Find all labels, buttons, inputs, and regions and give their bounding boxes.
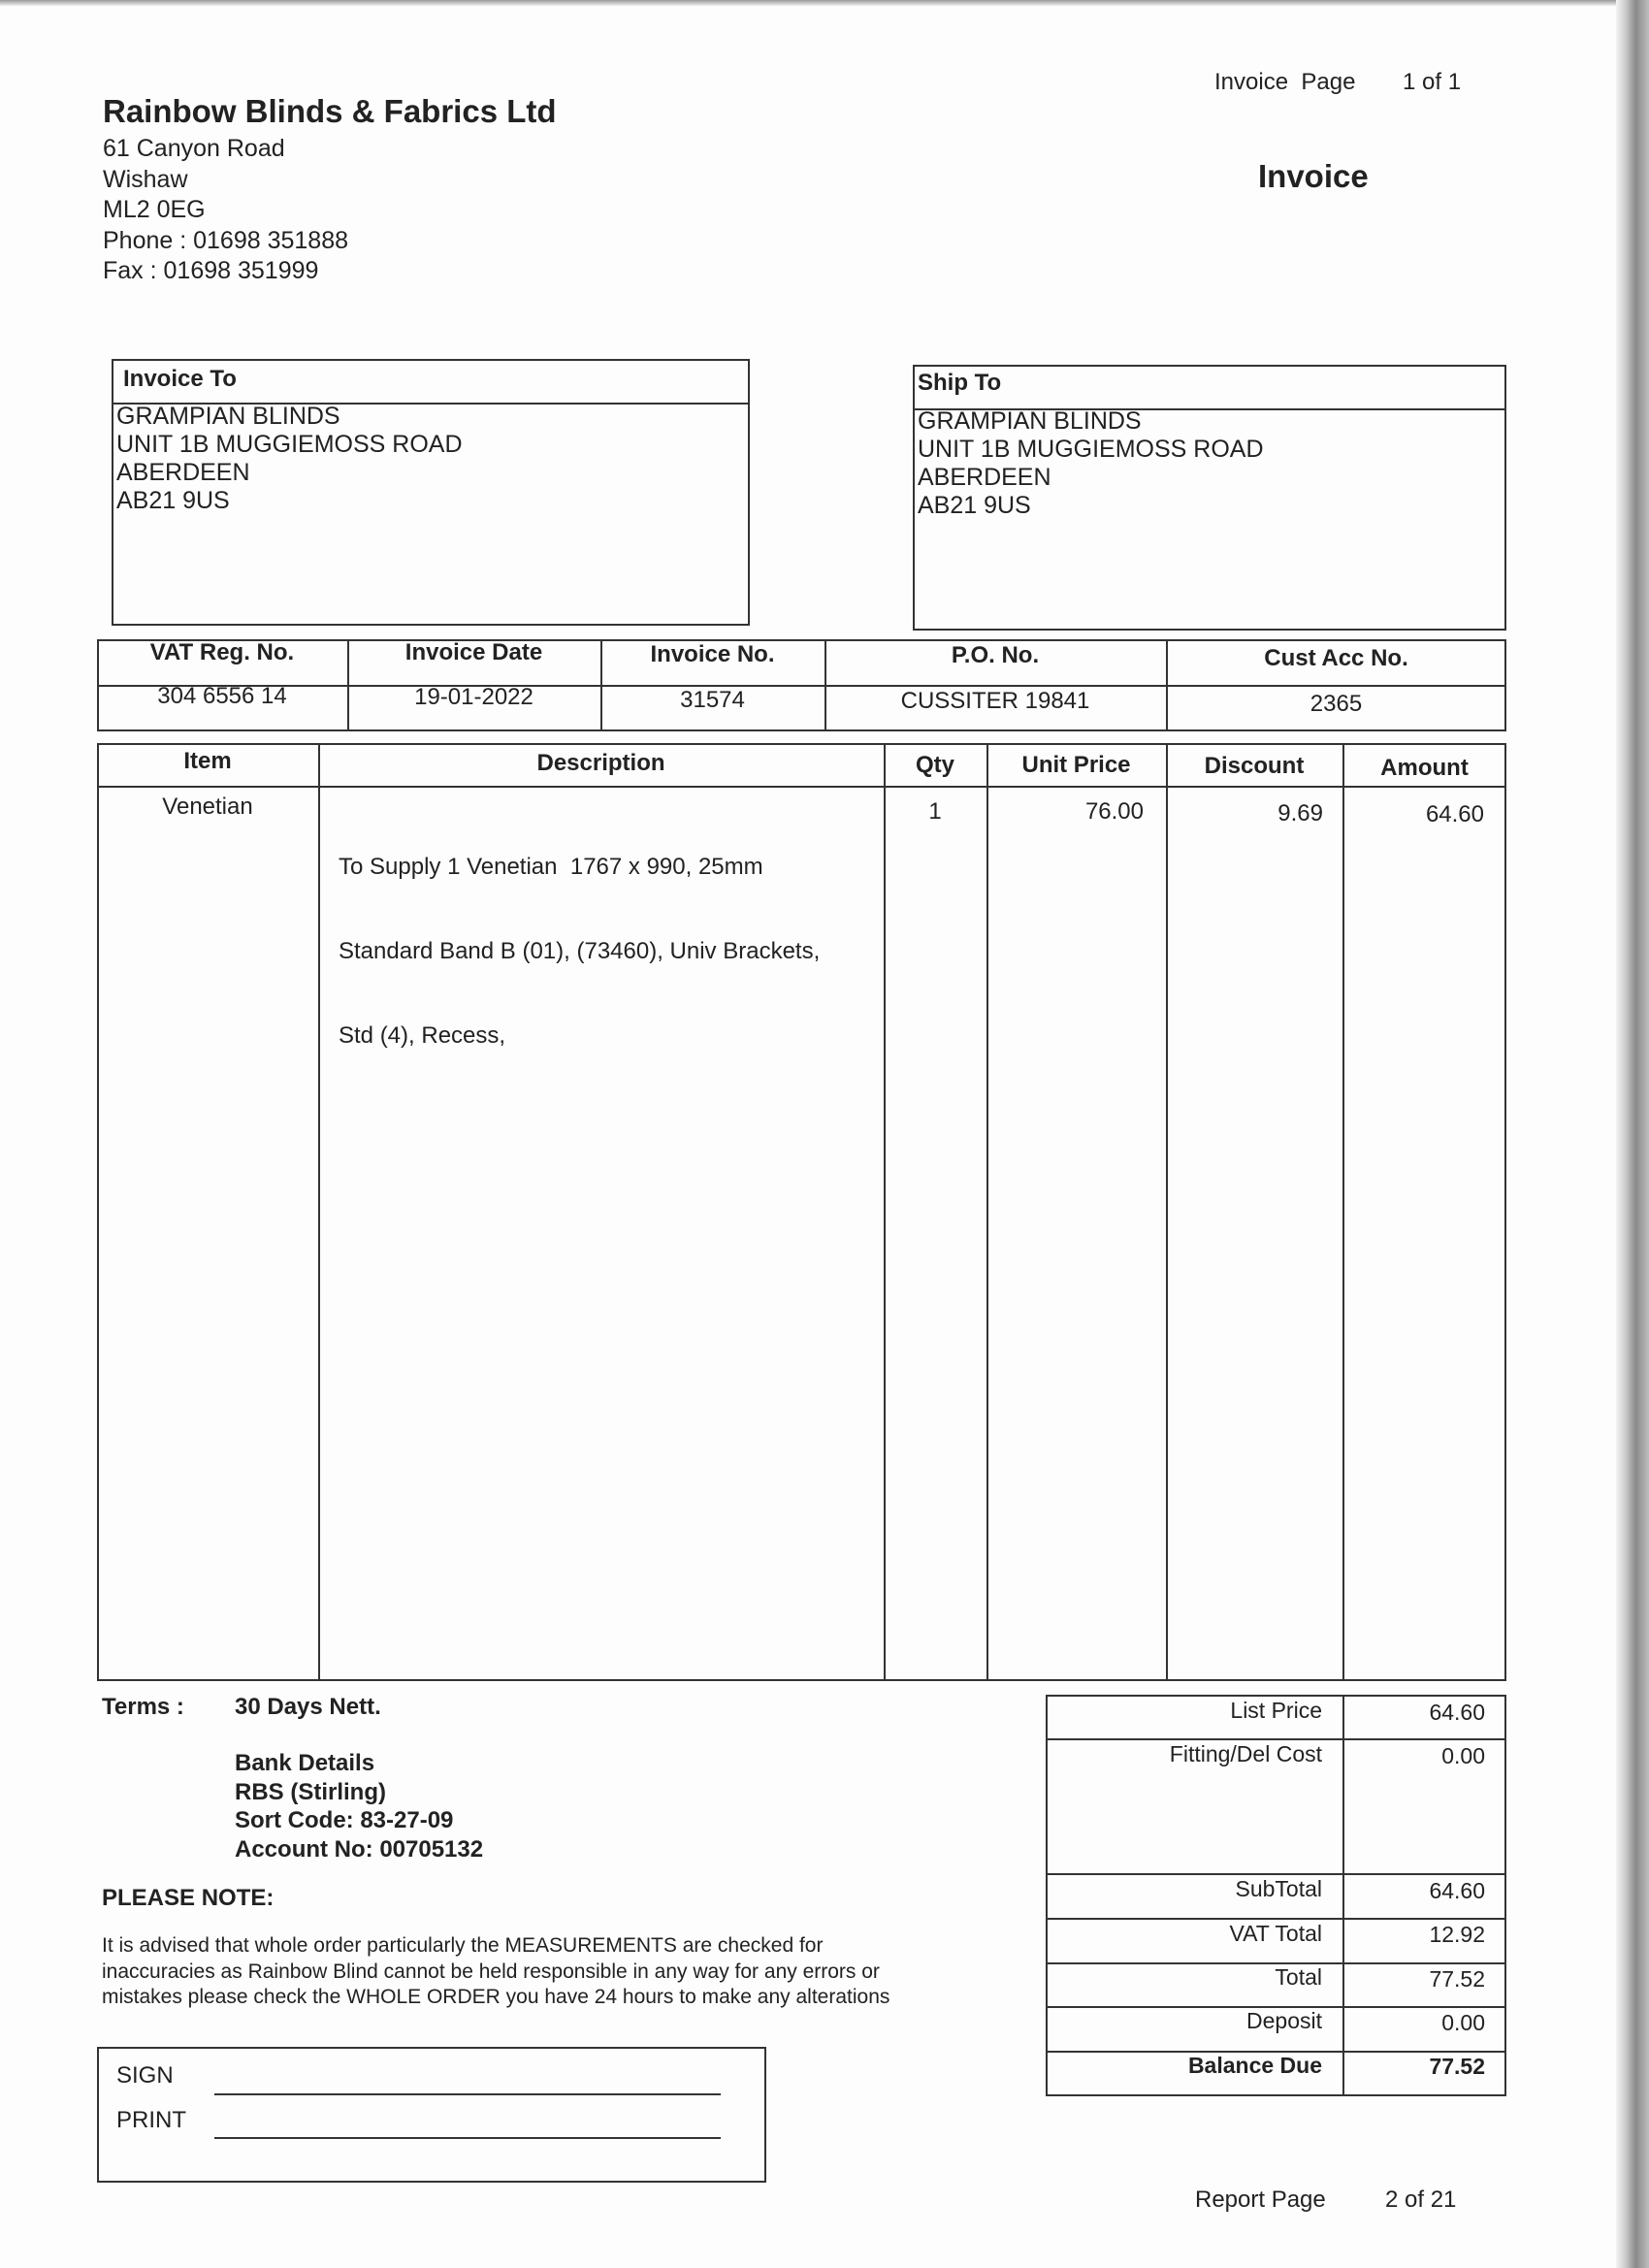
- invoice-page-label: Invoice Page: [1214, 69, 1356, 95]
- description-cell: To Supply 1 Venetian 1767 x 990, 25mm St…: [339, 796, 820, 1106]
- address-line: Wishaw: [103, 165, 188, 193]
- terms-value: 30 Days Nett.: [235, 1694, 381, 1720]
- fitting-del-cost-label: Fitting/Del Cost: [1169, 1741, 1322, 1766]
- print-label: PRINT: [116, 2107, 186, 2133]
- sign-label: SIGN: [116, 2062, 174, 2089]
- address-line: 61 Canyon Road: [103, 135, 285, 162]
- subtotal-value: 64.60: [1429, 1878, 1485, 1903]
- vat-reg-value: 304 6556 14: [157, 683, 287, 709]
- list-price-value: 64.60: [1429, 1700, 1485, 1725]
- column-header-amount: Amount: [1380, 755, 1469, 781]
- please-note-title: PLEASE NOTE:: [102, 1885, 275, 1911]
- column-header-description: Description: [536, 750, 665, 776]
- balance-due-value: 77.52: [1429, 2054, 1485, 2079]
- header-vat-reg: VAT Reg. No.: [149, 639, 295, 665]
- deposit-value: 0.00: [1441, 2010, 1485, 2035]
- invoice-to-title: Invoice To: [123, 366, 237, 392]
- ship-to-title: Ship To: [918, 370, 1002, 396]
- amount-cell: 64.60: [1425, 801, 1484, 827]
- fax: Fax : 01698 351999: [103, 257, 319, 284]
- po-no-value: CUSSITER 19841: [900, 688, 1090, 714]
- item-cell: Venetian: [162, 794, 253, 820]
- note-line: mistakes please check the WHOLE ORDER yo…: [102, 1986, 890, 2008]
- terms-label: Terms :: [102, 1694, 184, 1720]
- address-line: ABERDEEN: [116, 459, 250, 486]
- invoice-to-box: [112, 359, 750, 626]
- qty-cell: 1: [928, 798, 942, 825]
- ship-to-box: [913, 365, 1506, 631]
- address-line: UNIT 1B MUGGIEMOSS ROAD: [116, 431, 463, 458]
- ship-to-address: GRAMPIAN BLINDS UNIT 1B MUGGIEMOSS ROAD …: [918, 407, 1264, 520]
- report-page-label: Report Page: [1195, 2187, 1326, 2213]
- address-line: GRAMPIAN BLINDS: [918, 407, 1142, 435]
- signature-box: [97, 2047, 766, 2183]
- cust-acc-value: 2365: [1310, 691, 1363, 717]
- address-line: ML2 0EG: [103, 196, 206, 223]
- unit-price-cell: 76.00: [1084, 798, 1144, 825]
- description-line: Standard Band B (01), (73460), Univ Brac…: [339, 938, 821, 964]
- address-line: AB21 9US: [918, 492, 1031, 519]
- note-line: It is advised that whole order particula…: [102, 1934, 824, 1957]
- column-header-unit-price: Unit Price: [1021, 752, 1131, 778]
- column-header-qty: Qty: [915, 752, 954, 778]
- address-line: AB21 9US: [116, 487, 230, 514]
- header-cust-acc: Cust Acc No.: [1264, 645, 1408, 671]
- fitting-del-cost-value: 0.00: [1441, 1743, 1485, 1768]
- items-table: [97, 743, 1506, 1681]
- bank-details-title: Bank Details: [235, 1750, 375, 1776]
- column-header-discount: Discount: [1204, 753, 1305, 779]
- header-invoice-no: Invoice No.: [650, 641, 775, 667]
- invoice-no-value: 31574: [680, 687, 745, 713]
- print-line[interactable]: [214, 2137, 721, 2139]
- description-line: Std (4), Recess,: [339, 1022, 506, 1049]
- note-line: inaccuracies as Rainbow Blind cannot be …: [102, 1960, 880, 1983]
- bank-name: RBS (Stirling): [235, 1778, 386, 1805]
- deposit-label: Deposit: [1246, 2008, 1322, 2033]
- header-po-no: P.O. No.: [951, 642, 1040, 668]
- balance-due-label: Balance Due: [1187, 2053, 1322, 2078]
- scan-top-edge: [0, 0, 1649, 6]
- account-no: Account No: 00705132: [235, 1835, 484, 1863]
- bank-details: Bank Details RBS (Stirling) Sort Code: 8…: [235, 1749, 483, 1863]
- phone: Phone : 01698 351888: [103, 226, 349, 254]
- report-page-value: 2 of 21: [1385, 2187, 1457, 2213]
- header-invoice-date: Invoice Date: [404, 639, 543, 665]
- discount-cell: 9.69: [1277, 800, 1323, 826]
- please-note-text: It is advised that whole order particula…: [102, 1933, 889, 2011]
- vat-total-value: 12.92: [1429, 1922, 1485, 1947]
- description-line: To Supply 1 Venetian 1767 x 990, 25mm: [339, 854, 763, 880]
- address-line: GRAMPIAN BLINDS: [116, 403, 340, 430]
- invoice-to-address: GRAMPIAN BLINDS UNIT 1B MUGGIEMOSS ROAD …: [116, 403, 463, 515]
- total-value: 77.52: [1429, 1966, 1485, 1992]
- total-label: Total: [1275, 1964, 1322, 1990]
- vat-total-label: VAT Total: [1229, 1921, 1322, 1946]
- column-header-item: Item: [183, 748, 232, 774]
- subtotal-label: SubTotal: [1235, 1876, 1322, 1901]
- company-address: 61 Canyon Road Wishaw ML2 0EG Phone : 01…: [103, 135, 348, 288]
- invoice-date-value: 19-01-2022: [414, 684, 534, 710]
- totals-box: [1046, 1695, 1506, 2096]
- sort-code: Sort Code: 83-27-09: [235, 1807, 454, 1833]
- address-line: UNIT 1B MUGGIEMOSS ROAD: [918, 436, 1264, 463]
- company-name: Rainbow Blinds & Fabrics Ltd: [103, 93, 557, 129]
- address-line: ABERDEEN: [918, 464, 1051, 491]
- scan-right-edge: [1616, 0, 1649, 2268]
- list-price-label: List Price: [1230, 1698, 1322, 1723]
- invoice-page-value: 1 of 1: [1403, 69, 1462, 95]
- document-title: Invoice: [1258, 158, 1369, 194]
- sign-line[interactable]: [214, 2093, 721, 2095]
